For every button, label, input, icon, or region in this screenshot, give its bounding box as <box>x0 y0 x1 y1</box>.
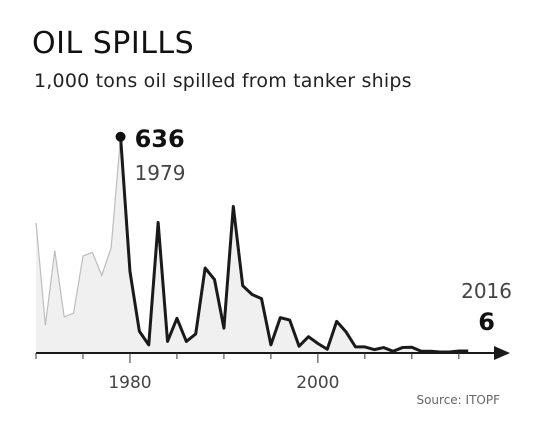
peak-marker <box>115 131 126 142</box>
source-note: Source: ITOPF <box>416 393 500 407</box>
x-tick-label: 1980 <box>108 373 151 393</box>
peak-year-label: 1979 <box>135 161 186 185</box>
end-value-label: 6 <box>478 308 495 336</box>
peak-value-label: 636 <box>135 125 185 153</box>
series-line-early <box>35 136 122 326</box>
end-year-label: 2016 <box>461 279 512 303</box>
chart-title: OIL SPILLS <box>32 26 195 61</box>
series-line-main <box>119 136 469 354</box>
x-tick-label: 2000 <box>296 373 339 393</box>
x-axis-arrow <box>494 346 510 360</box>
chart-subtitle: 1,000 tons oil spilled from tanker ships <box>34 70 412 92</box>
area-fill <box>36 136 469 353</box>
